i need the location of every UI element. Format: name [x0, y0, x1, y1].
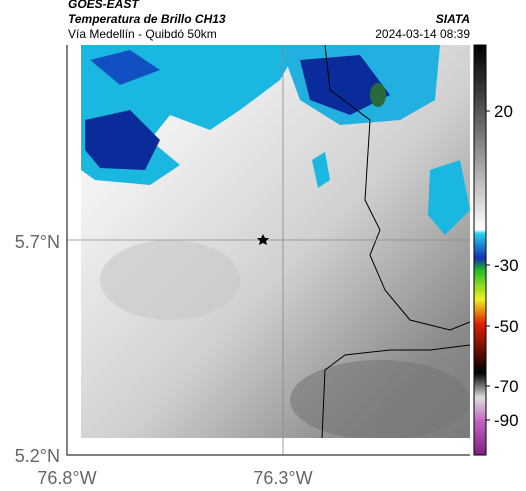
colorbar-label: -50: [494, 317, 519, 336]
colorbar-labels: 20 -30 -50 -70 -90: [486, 102, 519, 430]
colorbar-label: 20: [494, 102, 513, 121]
timestamp: 2024-03-14 08:39: [375, 27, 470, 41]
location-marker: [257, 234, 269, 245]
colorbar: [473, 44, 487, 456]
title: GOES-EAST: [68, 0, 140, 11]
lat-label: 5.2°N: [15, 446, 60, 466]
axes-frame: [66, 45, 470, 456]
lon-label: 76.3°W: [253, 468, 312, 488]
lat-label: 5.7°N: [15, 232, 60, 252]
route: Vía Medellín - Quibdó 50km: [68, 27, 217, 41]
colorbar-label: -30: [494, 256, 519, 275]
imagery: [81, 45, 470, 438]
source: SIATA: [436, 12, 470, 26]
lon-label: 76.8°W: [37, 468, 96, 488]
subtitle: Temperatura de Brillo CH13: [68, 12, 226, 26]
colorbar-label: -90: [494, 411, 519, 430]
colorbar-label: -70: [494, 377, 519, 396]
